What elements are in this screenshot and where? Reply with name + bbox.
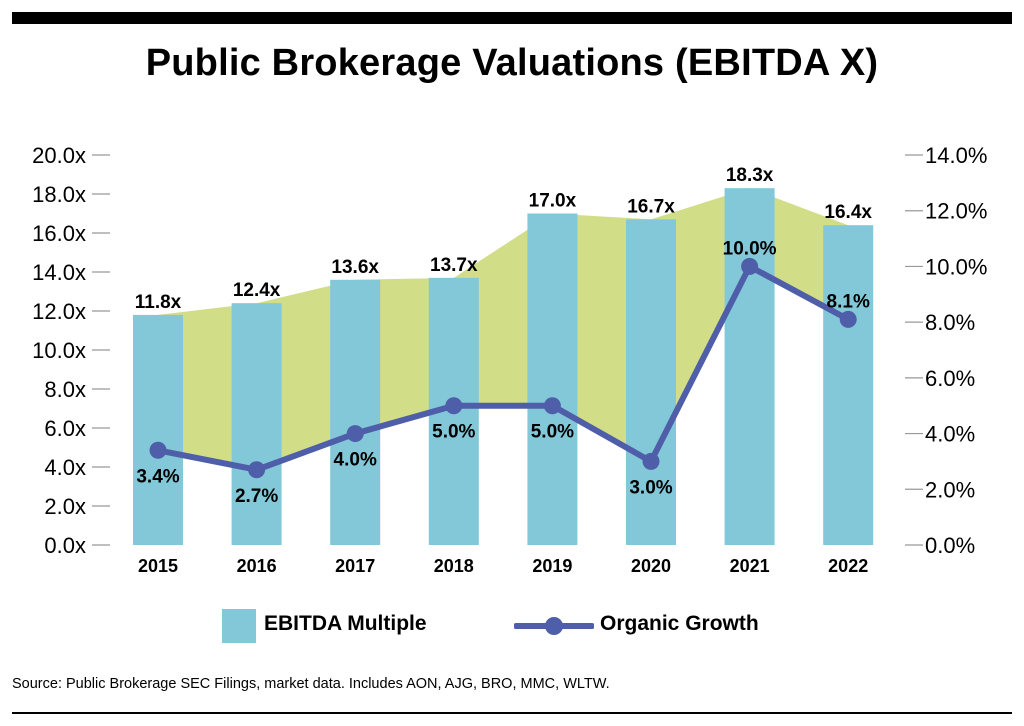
x-tick-label: 2017	[335, 556, 375, 576]
growth-value-label: 3.4%	[136, 466, 179, 487]
left-tick-label: 18.0x	[32, 182, 86, 207]
growth-value-label: 5.0%	[432, 422, 475, 443]
bar-value-label: 18.3x	[726, 165, 774, 186]
left-tick-label: 0.0x	[44, 533, 86, 558]
bottom-rule	[12, 712, 1012, 714]
source-note: Source: Public Brokerage SEC Filings, ma…	[12, 676, 610, 692]
right-tick-label: 6.0%	[925, 366, 975, 391]
left-tick-label: 6.0x	[44, 416, 86, 441]
growth-point-2019	[543, 397, 561, 415]
growth-value-label: 10.0%	[723, 238, 777, 259]
left-tick-label: 12.0x	[32, 299, 86, 324]
right-tick-label: 0.0%	[925, 533, 975, 558]
x-tick-label: 2018	[434, 556, 474, 576]
right-tick-label: 2.0%	[925, 477, 975, 502]
growth-line	[157, 263, 850, 473]
bar-value-label: 13.7x	[430, 255, 478, 276]
bar-value-label: 16.4x	[824, 202, 872, 223]
right-tick-label: 4.0%	[925, 422, 975, 447]
bar-2017	[330, 279, 381, 545]
x-tick-label: 2020	[631, 556, 671, 576]
left-tick-label: 4.0x	[44, 455, 86, 480]
bar-2016	[231, 303, 282, 545]
bar-2022	[823, 225, 874, 545]
x-tick-label: 2022	[828, 556, 868, 576]
bar-value-label: 13.6x	[331, 257, 379, 278]
right-tick-label: 12.0%	[925, 199, 987, 224]
left-tick-label: 2.0x	[44, 494, 86, 519]
legend-bar-swatch	[222, 609, 256, 643]
growth-point-2016	[248, 461, 266, 479]
growth-point-2021	[741, 257, 759, 275]
bar-value-label: 12.4x	[233, 280, 281, 301]
x-tick-label: 2019	[532, 556, 572, 576]
growth-value-label: 5.0%	[531, 422, 574, 443]
left-tick-label: 20.0x	[32, 143, 86, 168]
combo-chart: 0.0x 2.0x 4.0x 6.0x 8.0x 10.0x 12.0x 14.0x 16.0x…	[32, 143, 987, 576]
left-tick-label: 14.0x	[32, 260, 86, 285]
growth-point-2018	[445, 397, 463, 415]
right-tick-label: 10.0%	[925, 254, 987, 279]
bar-value-label: 11.8x	[135, 292, 182, 313]
right-tick-label: 14.0%	[925, 143, 987, 168]
left-tick-label: 16.0x	[32, 221, 86, 246]
bar-2015	[133, 314, 183, 545]
bar-2019	[527, 213, 578, 545]
bar-value-label: 16.7x	[627, 196, 675, 217]
left-tick-label: 10.0x	[32, 338, 86, 363]
bar-2020	[626, 219, 676, 545]
bar-value-label: 17.0x	[529, 191, 577, 212]
x-tick-label: 2015	[138, 556, 178, 576]
growth-point-2022	[839, 310, 857, 328]
x-tick-label: 2021	[730, 556, 770, 576]
chart-title: Public Brokerage Valuations (EBITDA X)	[145, 42, 879, 84]
top-rule	[12, 12, 1012, 24]
legend-line-swatch	[514, 617, 594, 635]
legend-line-label: Organic Growth	[600, 612, 759, 635]
growth-value-label: 3.0%	[629, 477, 672, 498]
left-tick-label: 8.0x	[44, 377, 86, 402]
growth-value-label: 4.0%	[334, 450, 377, 471]
growth-point-2015	[149, 441, 167, 459]
bar-2021	[724, 188, 775, 545]
legend-bar-label: EBITDA Multiple	[264, 612, 427, 635]
growth-point-2020	[642, 452, 660, 470]
growth-value-label: 8.1%	[827, 291, 870, 312]
growth-value-label: 2.7%	[235, 486, 278, 507]
growth-point-2017	[346, 425, 364, 443]
right-tick-label: 8.0%	[925, 310, 975, 335]
x-tick-label: 2016	[237, 556, 277, 576]
